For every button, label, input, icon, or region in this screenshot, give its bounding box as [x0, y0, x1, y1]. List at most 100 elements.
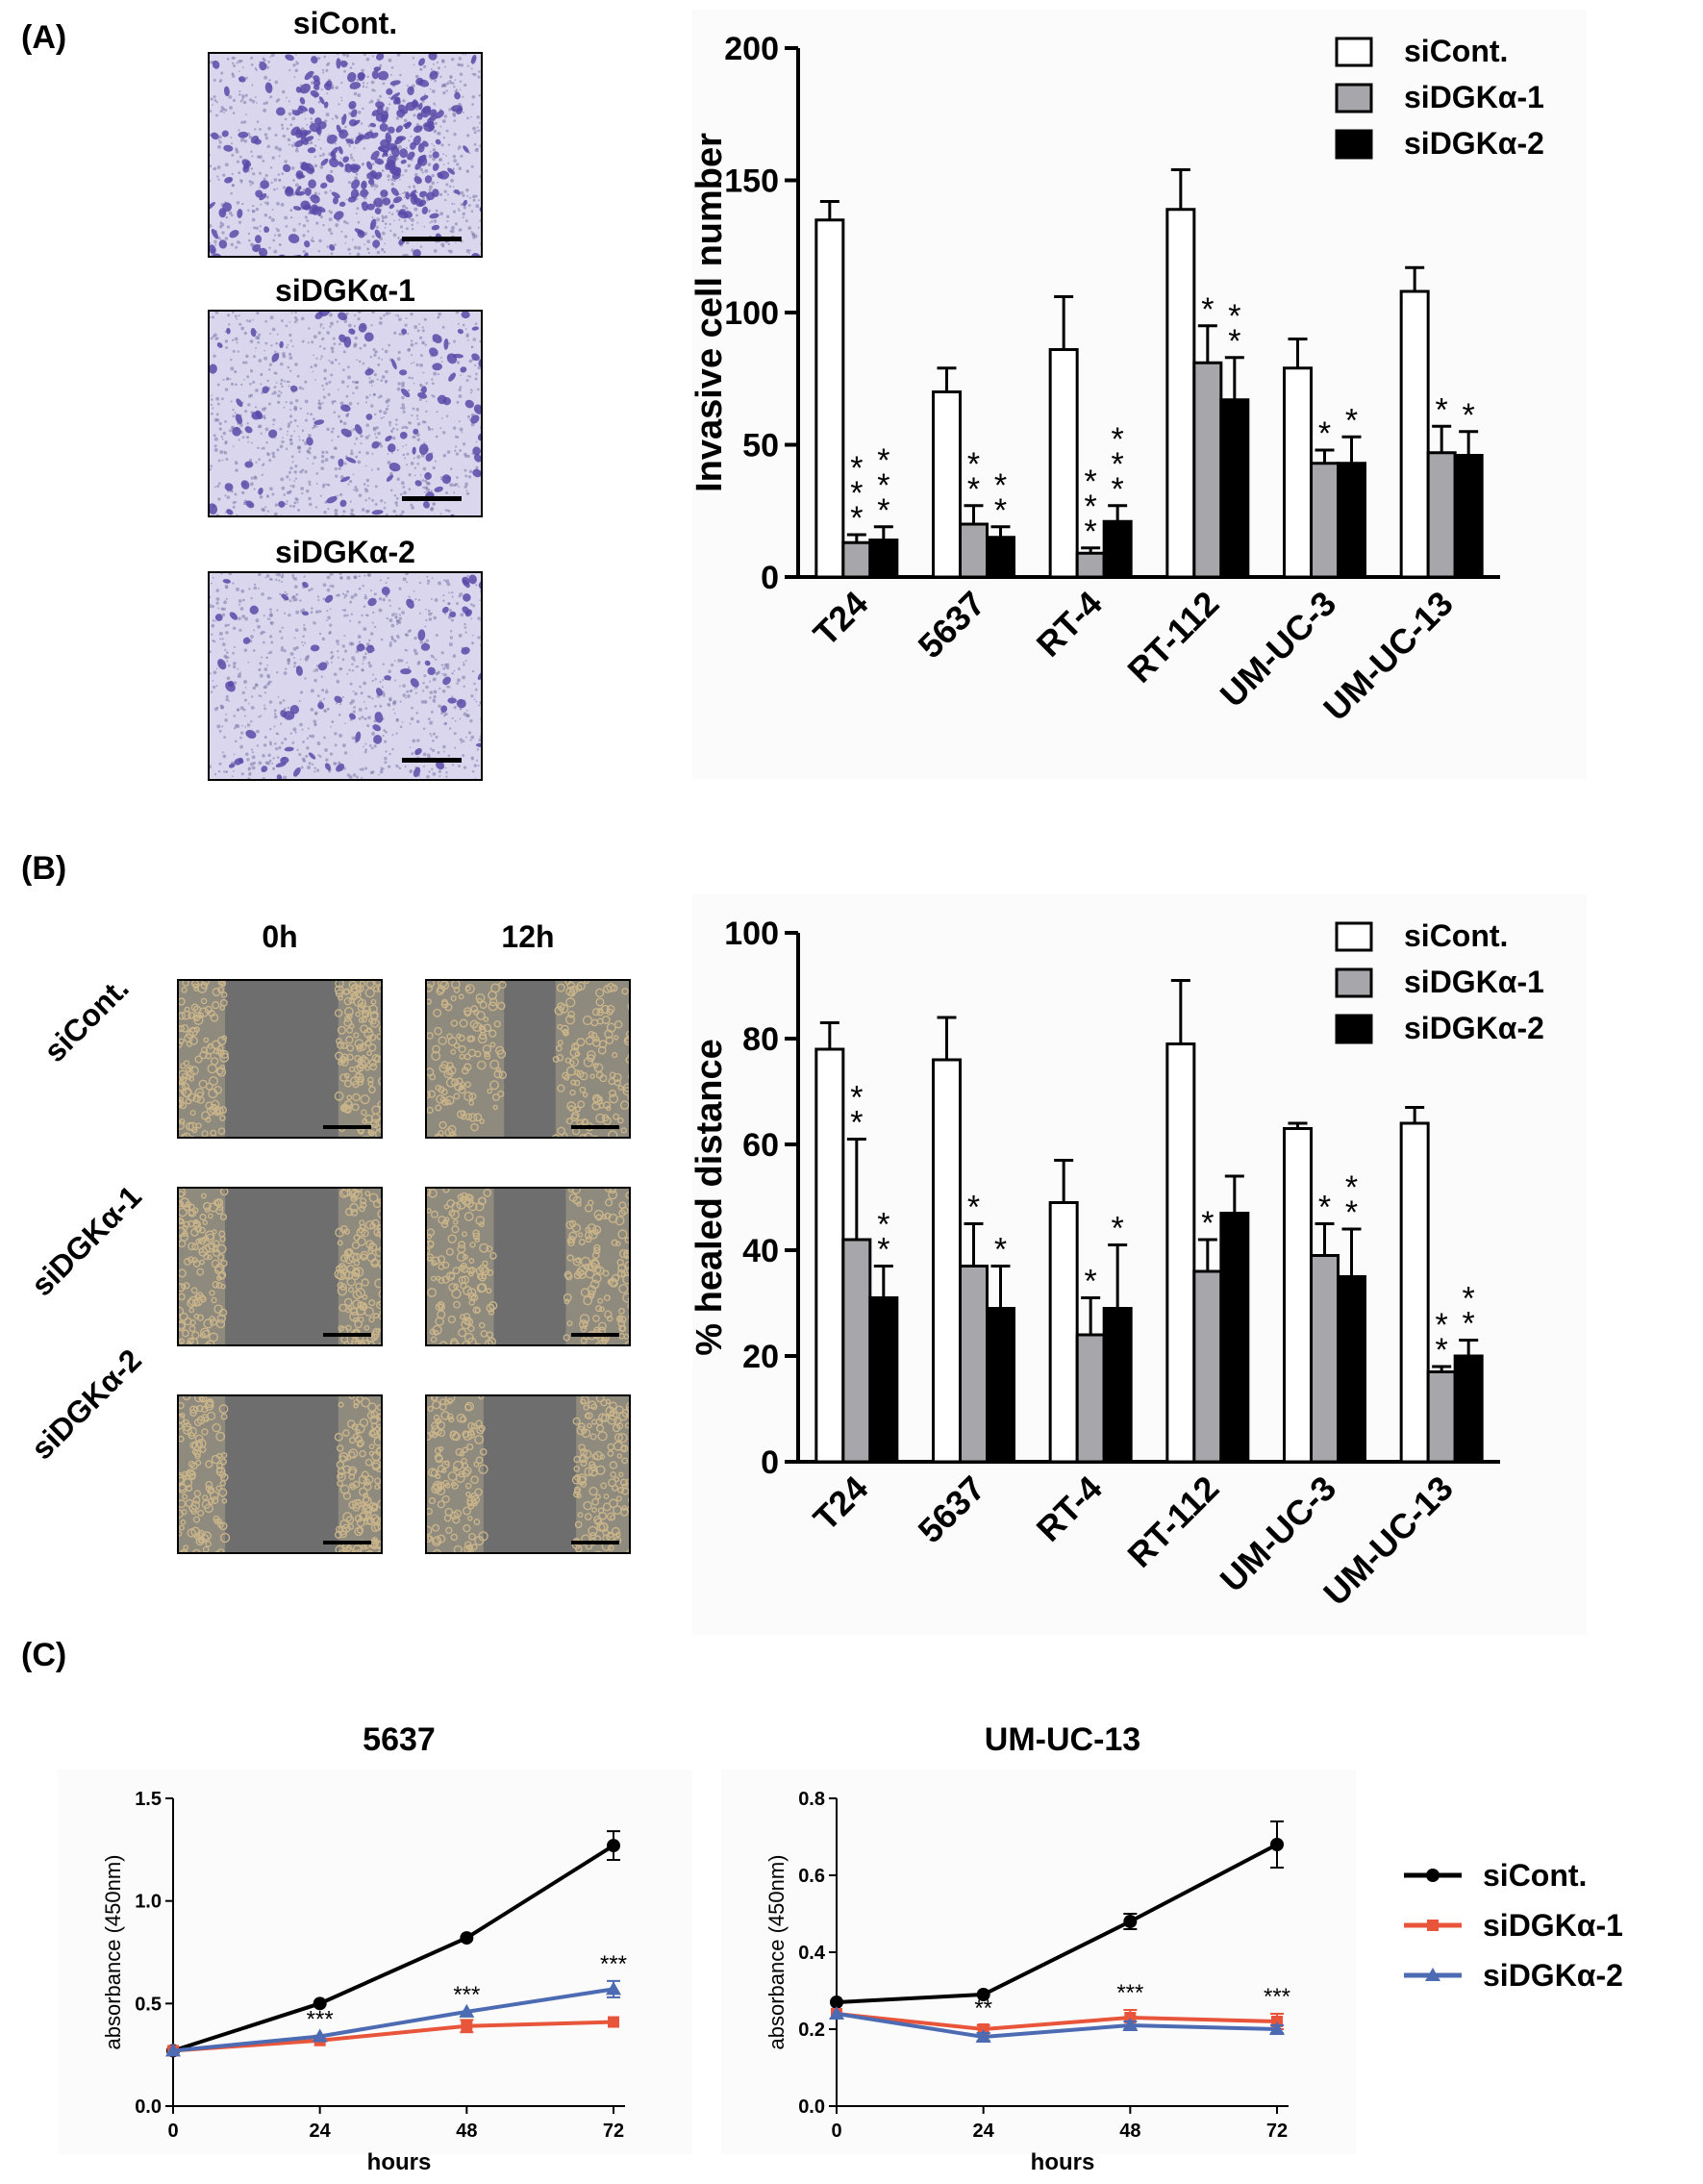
- wound-image-sidgk1-12h: [425, 1187, 631, 1346]
- significance-mark: *: [967, 471, 980, 508]
- significance-mark: *: [850, 500, 863, 537]
- legend-label: siDGKα-1: [1404, 965, 1544, 999]
- significance-mark: *: [1345, 1169, 1358, 1206]
- bar-3: [1219, 398, 1250, 579]
- wound-col-label-0h: 0h: [262, 919, 298, 954]
- y-tick-label: 50: [742, 428, 779, 464]
- y-tick-label: 40: [742, 1233, 779, 1269]
- y-tick-label: 0.4: [798, 1943, 826, 1964]
- series-line-1: [836, 1843, 1278, 2004]
- significance-mark: *: [1085, 489, 1097, 525]
- bar-3: [1219, 1212, 1250, 1464]
- bar-3: [1453, 1354, 1484, 1464]
- significance-mark: *: [1345, 402, 1358, 439]
- significance-mark: *: [1345, 1194, 1358, 1231]
- invasion-image-title-2: siDGKα-2: [275, 535, 415, 569]
- wound-col-label-12h: 12h: [501, 919, 555, 954]
- y-axis-label: absorbance (450nm): [764, 1854, 789, 2049]
- data-point: [1269, 2021, 1285, 2035]
- significance-mark: *: [967, 446, 980, 483]
- wound-image-sidgk1-0h: [177, 1187, 383, 1346]
- bar-1: [1165, 208, 1196, 579]
- legend-label: siDGKα-1: [1404, 80, 1544, 114]
- y-tick-label: 0.6: [798, 1866, 825, 1887]
- scale-bar: [571, 1333, 619, 1337]
- bar-3: [986, 1307, 1015, 1464]
- data-point: [312, 2028, 328, 2043]
- bar-2: [1192, 361, 1223, 579]
- bar-3: [986, 536, 1015, 579]
- significance-mark: *: [1201, 1205, 1214, 1242]
- data-point: [975, 2029, 991, 2043]
- y-tick-label: 200: [724, 31, 779, 67]
- wound-image-sicont-0h: [177, 979, 383, 1139]
- data-point: [1425, 1968, 1440, 1981]
- chart-title: 5637: [363, 1721, 436, 1758]
- x-tick-label: 24: [310, 2121, 332, 2142]
- legend-swatch: [1335, 921, 1373, 952]
- bar-1: [1399, 1121, 1430, 1464]
- panel-b-label: (B): [21, 850, 67, 887]
- x-tick-label: 0: [831, 2121, 841, 2142]
- bar-1: [1048, 348, 1079, 579]
- legend-swatch: [1335, 967, 1373, 998]
- bar-3: [868, 539, 899, 579]
- significance-mark: *: [967, 1190, 980, 1226]
- scale-bar: [402, 237, 462, 241]
- bar-1: [1048, 1201, 1079, 1464]
- x-tick-label: 0: [167, 2121, 178, 2142]
- bar-2: [1192, 1269, 1223, 1464]
- data-point: [165, 2043, 181, 2057]
- bar-1: [814, 1047, 845, 1464]
- x-axis-label: hours: [1031, 2149, 1095, 2173]
- series-line-3: [836, 2012, 1278, 2040]
- legend-label: siDGKα-2: [1404, 126, 1544, 161]
- y-tick-label: 100: [724, 295, 779, 332]
- significance-mark: ***: [600, 1951, 627, 1977]
- wound-row-label-sicont: siCont.: [37, 970, 136, 1069]
- wound-image-sicont-12h: [425, 979, 631, 1139]
- y-tick-label: 20: [742, 1339, 779, 1375]
- significance-mark: *: [877, 442, 889, 479]
- bar-2: [1310, 462, 1340, 579]
- data-point: [976, 1988, 990, 2001]
- significance-mark: *: [1463, 397, 1475, 434]
- bar-3: [1337, 1275, 1366, 1464]
- significance-mark: *: [1112, 1211, 1124, 1247]
- legend-swatch: [1335, 37, 1373, 67]
- y-tick-label: 150: [724, 163, 779, 200]
- panel-c-label: (C): [21, 1637, 67, 1673]
- y-axis-label: absorbance (450nm): [101, 1854, 125, 2049]
- bar-2: [841, 540, 872, 579]
- scale-bar: [402, 496, 462, 501]
- significance-mark: *: [1463, 1281, 1475, 1318]
- scale-bar: [571, 1125, 619, 1129]
- data-point: [607, 1839, 620, 1853]
- y-tick-label: 0.0: [135, 2096, 162, 2118]
- significance-mark: *: [877, 492, 889, 529]
- invasion-image-sidgk1: [208, 310, 483, 517]
- data-point: [313, 1996, 327, 2011]
- significance-mark: *: [850, 450, 863, 487]
- data-point: [1122, 2018, 1139, 2031]
- significance-mark: *: [850, 1105, 863, 1142]
- significance-mark: *: [877, 467, 889, 504]
- bar-3: [868, 1296, 899, 1464]
- data-point: [829, 2006, 844, 2020]
- bar-1: [1283, 366, 1313, 579]
- bar-1: [1283, 1127, 1313, 1464]
- legend-label: siCont.: [1404, 34, 1508, 68]
- invasion-image-sicont: [208, 52, 483, 258]
- significance-mark: ***: [1116, 1980, 1143, 2006]
- line-chart-legend: siCont. siDGKα-1 siDGKα-2: [1404, 1858, 1623, 1993]
- data-point: [459, 2003, 475, 2018]
- bar-2: [1310, 1254, 1340, 1464]
- growth-line-chart-5637: 5637 0.0 0.5 1.0 1.5 0 24 48 72 hours absorbance (…: [58, 1721, 692, 2173]
- y-tick-label: 1.5: [135, 1789, 162, 1810]
- wound-row-label-sidgk2: siDGKα-2: [24, 1342, 148, 1467]
- y-tick-label: 0: [761, 560, 779, 596]
- series-line-3: [172, 1987, 614, 2053]
- scale-bar: [323, 1125, 371, 1129]
